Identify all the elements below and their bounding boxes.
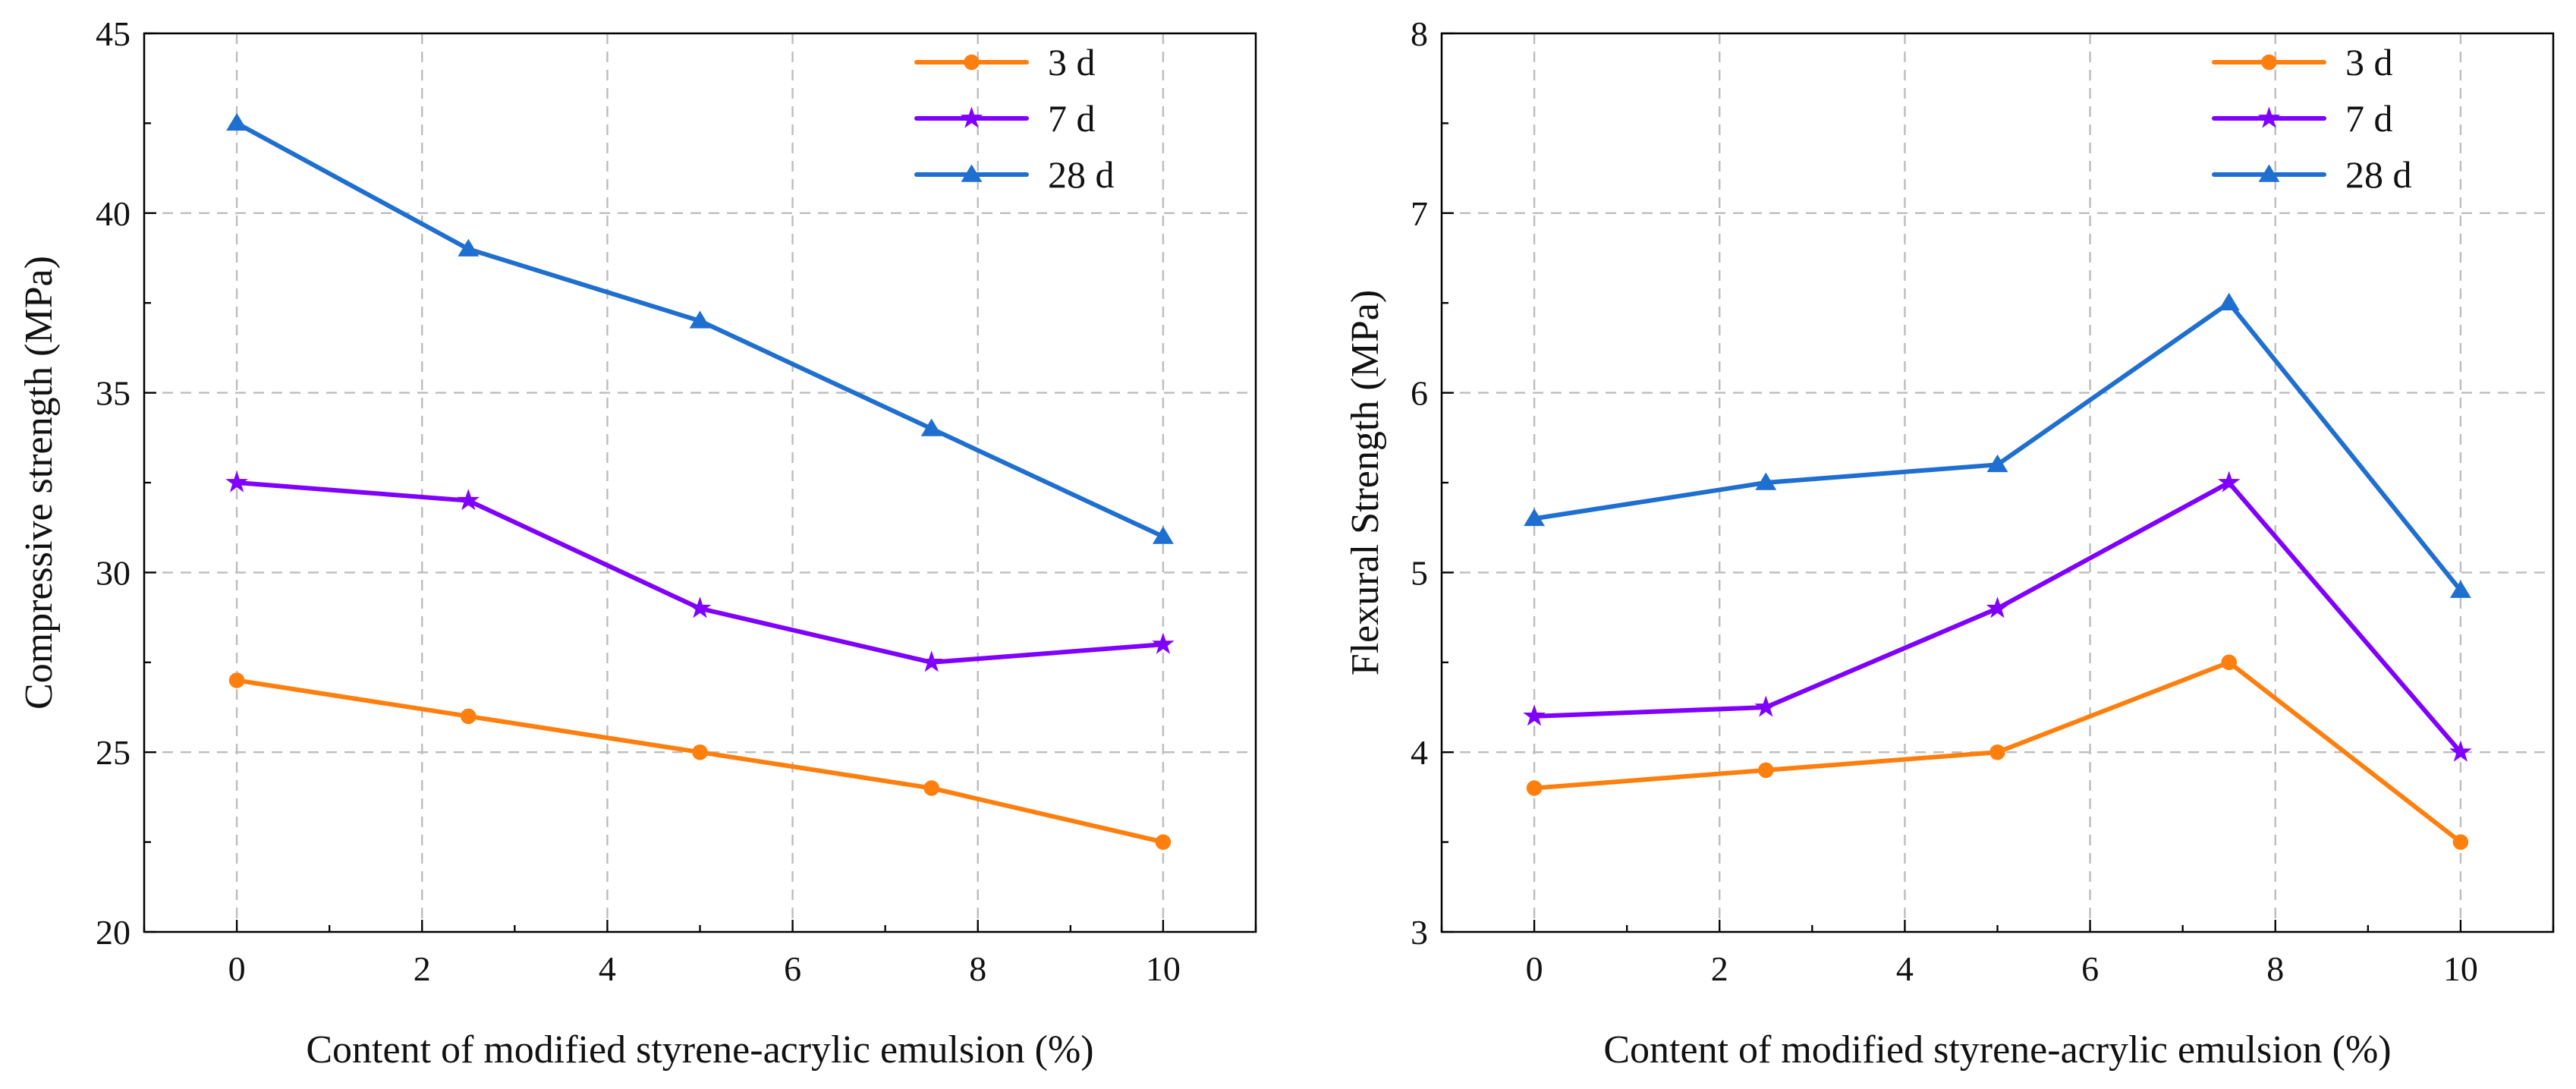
x-axis-label: Content of modified styrene-acrylic emul… [1603,1028,2391,1072]
data-point [689,310,711,329]
data-point [458,238,480,257]
data-point [688,596,712,618]
legend-item: 7 d [914,97,1096,140]
legend-item: 7 d [2212,97,2393,140]
legend-label: 28 d [1048,153,1115,196]
y-axis-label: Compressive strength (MPa) [17,256,61,710]
legend-label: 28 d [2345,153,2412,196]
data-point [457,489,480,511]
data-point [1152,526,1174,544]
flexural-strength-chart: 0 2 4 6 8 10 3 4 5 6 7 8 Content of modified styrene… [1344,14,2555,1072]
y-tick-label: 7 [1411,194,1428,233]
legend: 3 d 7 d 28 d [914,41,1115,196]
x-tick-label: 4 [599,949,616,988]
x-tick-label: 10 [1146,949,1181,988]
data-point [1755,472,1777,490]
data-point [920,650,943,672]
data-point [2449,580,2471,598]
legend-item: 3 d [914,41,1096,83]
data-point [2218,292,2240,310]
legend-label: 7 d [2345,97,2393,140]
series-7d [225,471,1175,672]
legend-item: 28 d [2212,153,2412,196]
data-point [226,112,248,131]
y-tick-label: 25 [96,733,131,772]
series-line [1532,480,2463,755]
series-28d [1524,292,2471,598]
series-line [234,121,1165,540]
series-3d [1526,654,2469,850]
data-point [1986,454,2008,473]
legend-item: 28 d [914,153,1115,196]
data-point [2217,471,2241,493]
series-7d [1523,471,2472,762]
data-point [1523,704,1546,726]
y-tick-label: 30 [96,553,131,592]
y-tick-label: 8 [1411,14,1428,53]
x-tick-label: 6 [2081,949,2099,988]
y-axis-label: Flexural Strength (MPa) [1344,290,1387,675]
x-tick-label: 8 [2266,949,2284,988]
series-line [234,678,1165,845]
y-tick-label: 4 [1411,733,1428,772]
x-tick-label: 10 [2443,949,2478,988]
data-point [1152,632,1175,654]
y-tick-label: 45 [96,14,131,53]
data-point [920,418,942,436]
x-tick-label: 0 [1526,949,1543,988]
series-line [1532,301,2463,593]
x-tick-label: 2 [1711,949,1728,988]
legend-label: 7 d [1048,97,1096,140]
y-tick-label: 35 [96,374,131,413]
data-point [1754,695,1778,717]
legend-marker [2258,164,2280,182]
legend-marker [961,164,983,182]
x-tick-label: 8 [969,949,986,988]
series-28d [226,112,1174,544]
y-tick-label: 3 [1411,913,1428,952]
legend: 3 d 7 d 28 d [2212,41,2412,196]
legend-label: 3 d [1048,41,1096,83]
x-tick-label: 2 [414,949,431,988]
y-tick-label: 6 [1411,374,1428,413]
legend-label: 3 d [2345,41,2393,83]
y-tick-label: 40 [96,194,131,233]
x-tick-label: 4 [1896,949,1914,988]
data-point [2449,740,2472,762]
series-3d [228,672,1172,850]
legend-marker [960,106,983,128]
x-axis-label: Content of modified styrene-acrylic emul… [306,1028,1093,1072]
y-tick-label: 5 [1411,553,1428,592]
data-point [225,471,248,493]
x-tick-label: 0 [228,949,246,988]
compressive-strength-chart: 0 2 4 6 8 10 20 25 30 35 40 45 Content of modified s… [17,14,1257,1072]
data-point [1986,596,2009,618]
legend-item: 3 d [2212,41,2393,83]
legend-marker [2257,106,2281,128]
y-tick-label: 20 [96,913,131,952]
data-point [1524,508,1546,527]
x-tick-label: 6 [784,949,801,988]
